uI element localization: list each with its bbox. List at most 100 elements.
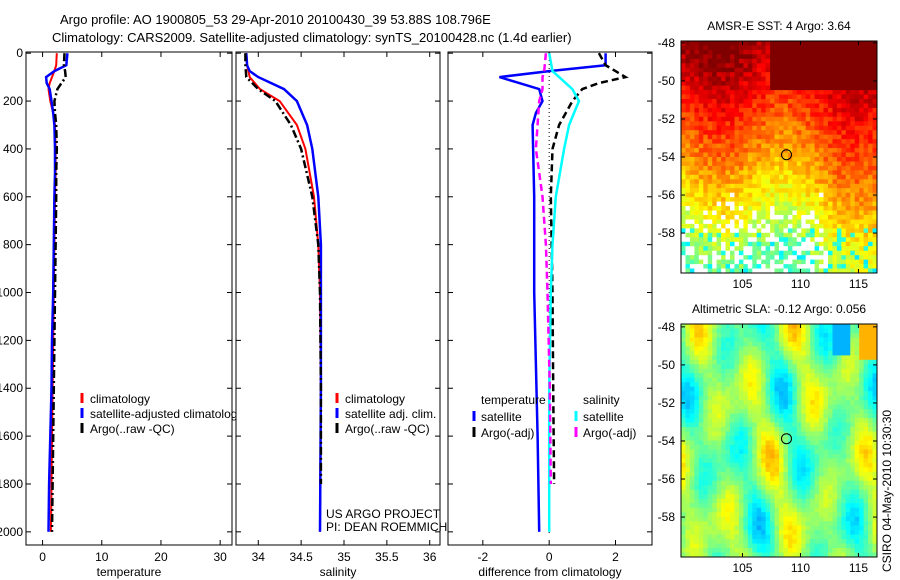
map-cell (841, 107, 847, 113)
map-cell (703, 49, 709, 55)
map-cell (841, 503, 847, 509)
x-tick-label: -2 (477, 550, 488, 564)
map-cell (730, 521, 735, 527)
map-cell (832, 148, 838, 153)
map-cell (716, 201, 722, 207)
x-tick-label: 2 (612, 550, 619, 564)
map-cell (779, 90, 784, 95)
map-cell (823, 324, 829, 329)
map-cell (796, 179, 802, 185)
map-cell (872, 328, 878, 334)
map-cell (761, 377, 767, 383)
map-cell (730, 259, 735, 265)
map-cell (716, 228, 722, 234)
map-cell (823, 471, 829, 477)
map-cell (698, 386, 704, 392)
map-cell (841, 58, 847, 64)
map-cell (716, 264, 722, 269)
map-cell (832, 45, 838, 51)
map-cell (681, 386, 686, 392)
map-cell (765, 462, 771, 468)
map-cell (712, 170, 718, 176)
map-cell (868, 125, 873, 131)
map-cell (845, 552, 851, 558)
map-cell (845, 143, 851, 149)
map-cell (698, 183, 704, 189)
map-cell (836, 90, 842, 95)
map-cell (707, 152, 713, 158)
map-cell (801, 382, 807, 388)
map-cell (796, 125, 802, 131)
map-cell (689, 103, 695, 109)
map-cell (703, 210, 709, 216)
map-cell (801, 54, 807, 60)
map-cell (814, 525, 820, 531)
map-cell (734, 449, 740, 455)
map-cell (698, 107, 704, 113)
map-cell (752, 485, 758, 491)
map-cell (783, 346, 789, 352)
map-cell (787, 255, 793, 261)
map-cell (805, 422, 811, 428)
map-cell (734, 409, 740, 414)
map-cell (868, 548, 873, 553)
map-cell (801, 228, 807, 234)
map-cell (774, 409, 780, 414)
map-cell (734, 534, 740, 540)
map-cell (694, 148, 700, 153)
map-cell (823, 453, 829, 459)
map-cell (792, 228, 798, 234)
map-cell (712, 264, 718, 269)
map-cell (783, 130, 789, 136)
map-cell (725, 103, 731, 109)
map-cell (730, 54, 735, 60)
map-cell (850, 197, 856, 203)
map-cell (743, 148, 749, 153)
map-cell (854, 355, 860, 361)
map-cell (725, 223, 731, 229)
map-cell (689, 201, 695, 207)
map-cell (783, 241, 789, 247)
map-cell (828, 485, 833, 491)
map-cell (792, 125, 798, 131)
map-cell (814, 223, 820, 229)
map-cell (752, 90, 758, 95)
map-cell (796, 219, 802, 225)
x-tick-label: 36 (423, 550, 437, 564)
map-cell (707, 188, 713, 194)
map-cell (725, 268, 731, 274)
map-cell (832, 476, 838, 482)
map-cell (823, 143, 829, 149)
map-cell (694, 328, 700, 334)
map-cell (854, 539, 860, 544)
map-cell (836, 436, 842, 441)
map-cell (770, 170, 775, 176)
map-cell (810, 237, 816, 243)
map-cell (814, 471, 820, 477)
map-cell (868, 143, 873, 149)
map-cell (787, 174, 793, 180)
map-cell (707, 170, 713, 176)
map-cell (707, 54, 713, 60)
map-cell (703, 489, 709, 495)
map-cell (716, 548, 722, 553)
map-cell (872, 382, 878, 388)
map-cell (868, 268, 873, 274)
map-cell (730, 328, 735, 334)
map-cell (796, 170, 802, 176)
map-cell (796, 485, 802, 491)
map-cell (681, 148, 686, 153)
map-cell (716, 552, 722, 558)
map-cell (756, 125, 762, 131)
map-cell (756, 521, 762, 527)
map-cell (721, 368, 726, 374)
map-cell (810, 219, 816, 225)
map-cell (801, 422, 807, 428)
map-cell (730, 548, 735, 553)
map-cell (725, 85, 731, 91)
map-cell (823, 413, 829, 419)
map-cell (783, 476, 789, 482)
map-cell (836, 489, 842, 495)
map-cell (859, 241, 865, 247)
map-cell (859, 232, 865, 238)
